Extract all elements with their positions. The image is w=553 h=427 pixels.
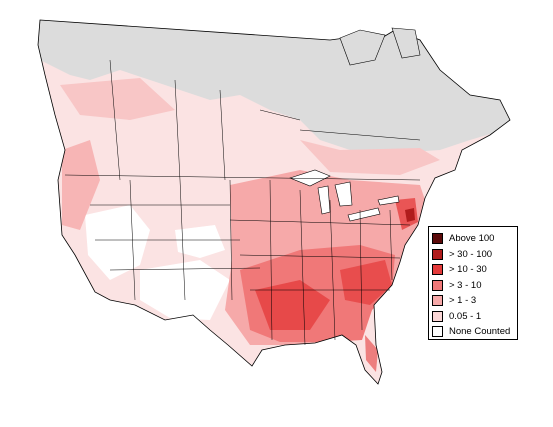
legend-swatch — [432, 326, 443, 338]
legend-label: 0.05 - 1 — [449, 310, 482, 322]
island — [339, 29, 386, 66]
island — [391, 27, 421, 59]
political-borders — [64, 59, 421, 346]
none-counted-southwest — [140, 260, 230, 320]
legend-item: None Counted — [432, 324, 514, 340]
legend-label: > 10 - 30 — [449, 264, 487, 275]
legend-item: 0.05 - 1 — [432, 309, 514, 325]
legend-swatch — [432, 264, 443, 276]
legend-item: > 1 - 3 — [432, 293, 514, 309]
abundance-10-30 — [340, 260, 392, 305]
legend-label: > 3 - 10 — [449, 279, 482, 291]
legend-swatch — [432, 248, 443, 260]
light-patch — [60, 78, 175, 120]
legend-item: > 3 - 10 — [432, 278, 514, 294]
great-lakes — [289, 169, 400, 222]
legend-label: None Counted — [449, 326, 511, 337]
legend-swatch — [432, 233, 443, 245]
legend-label: > 1 - 3 — [449, 295, 477, 306]
light-patch — [300, 140, 440, 175]
legend: Above 100 > 30 - 100 > 10 - 30 > 3 - 10 … — [428, 226, 518, 340]
legend-swatch — [432, 295, 443, 307]
legend-item: Above 100 — [432, 231, 514, 247]
legend-label: > 30 - 100 — [449, 248, 493, 260]
legend-item: > 30 - 100 — [432, 247, 514, 263]
none-counted-plains — [175, 225, 225, 258]
legend-item: > 10 - 30 — [432, 262, 514, 278]
legend-swatch — [432, 310, 443, 322]
abundance-1-3-west — [62, 140, 100, 230]
abundance-10-30 — [365, 335, 378, 372]
legend-label: Above 100 — [449, 233, 495, 244]
abundance-30-100 — [405, 208, 415, 222]
none-counted-west — [85, 205, 150, 280]
abundance-10-30 — [255, 280, 330, 330]
coastline — [37, 19, 511, 385]
legend-swatch — [432, 279, 443, 291]
